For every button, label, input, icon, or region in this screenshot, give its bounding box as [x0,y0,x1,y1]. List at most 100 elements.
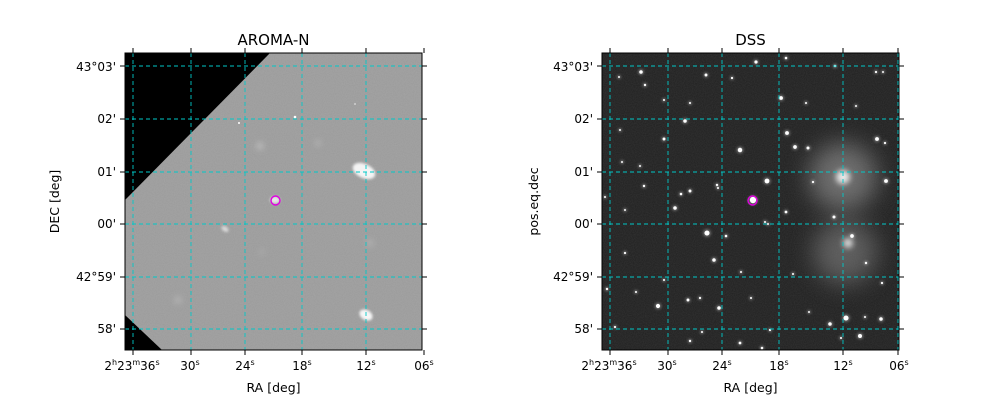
star [749,296,753,300]
star [863,315,867,319]
star [879,317,883,321]
plot-frame [601,52,900,351]
star [704,230,710,236]
bright-galaxy [352,162,376,180]
x-tick-label: 18s [292,358,311,373]
y-tick-label: 42°59' [76,270,116,284]
y-tick-label: 01' [97,165,116,179]
y-tick-label: 00' [97,217,116,231]
x-tick-label: 24s [235,358,254,373]
star [764,178,770,184]
y-tick-label: 58' [97,322,116,336]
star [624,209,626,211]
y-tick-label: 43°03' [553,60,593,74]
panel-dss: DSS 43°03' 02' 01' 00' 42°59' 58' 2h23m3… [526,31,909,395]
star [791,272,795,276]
star [832,215,836,219]
x-tick-label: 06s [414,358,433,373]
star-field [602,55,890,350]
star [642,184,646,188]
star [605,287,609,291]
star [760,346,764,350]
point-source [238,122,240,124]
star [730,76,734,80]
star [843,315,849,321]
y-tick-label: 02' [97,112,116,126]
star [673,206,677,210]
star [738,341,742,345]
star [688,339,692,343]
target-marker [270,195,281,206]
point-source [293,115,297,119]
star [613,325,617,329]
galaxy-core [843,238,853,248]
star [716,186,720,190]
star [686,298,690,302]
x-tick-labels: 2h23m36s 30s 24s 18s 12s 06s [581,358,908,373]
star [662,137,666,141]
panel-title: AROMA-N [238,31,310,49]
star [883,141,887,145]
coordinate-grid [602,53,899,350]
star [784,210,788,214]
star [623,251,627,255]
x-tick-label: 2h23m36s [581,358,636,373]
faint-source [366,239,374,247]
x-tick-label: 18s [769,358,788,373]
galaxy-halo [813,220,877,284]
star [737,147,743,153]
tick-marks [597,48,904,355]
x-tick-label: 24s [712,358,731,373]
x-axis-label: RA [deg] [246,380,300,395]
galaxy-core [836,170,850,184]
image-aroma-n [125,53,422,350]
target-marker [747,195,758,206]
masked-region-bottom-left [125,315,162,350]
star [643,83,647,87]
star [767,223,769,225]
star [875,137,879,141]
star [683,119,687,123]
faint-source [256,142,264,150]
star [717,306,721,310]
panel-aroma-n: AROMA-N 43°03' 02' [47,31,434,395]
star [724,234,728,238]
star [855,105,857,107]
star [603,195,607,199]
star [655,303,661,309]
star [779,96,783,100]
star [700,330,704,334]
star [811,180,815,184]
star [639,165,641,167]
star [639,70,643,74]
star [662,278,666,282]
star [806,146,810,150]
star [662,98,666,102]
star [754,60,758,64]
star [793,145,797,149]
y-axis-label: DEC [deg] [47,170,62,234]
x-tick-label: 30s [180,358,199,373]
star [618,76,620,78]
faint-source [315,140,321,146]
y-tick-label: 42°59' [553,270,593,284]
faint-source [221,225,229,233]
y-tick-label: 00' [574,217,593,231]
tick-marks [120,48,427,355]
star [808,311,810,313]
star [712,258,716,262]
star [828,322,832,326]
x-tick-label: 12s [833,358,852,373]
star [785,131,789,135]
masked-region-top-left [125,53,270,200]
point-source [354,103,356,105]
x-tick-labels: 2h23m36s 30s 24s 18s 12s 06s [104,358,433,373]
star [739,270,743,274]
star [858,334,862,338]
star [882,71,884,73]
star [715,183,719,187]
x-axis-label: RA [deg] [723,380,777,395]
y-tick-label: 01' [574,165,593,179]
x-tick-label: 30s [657,358,676,373]
